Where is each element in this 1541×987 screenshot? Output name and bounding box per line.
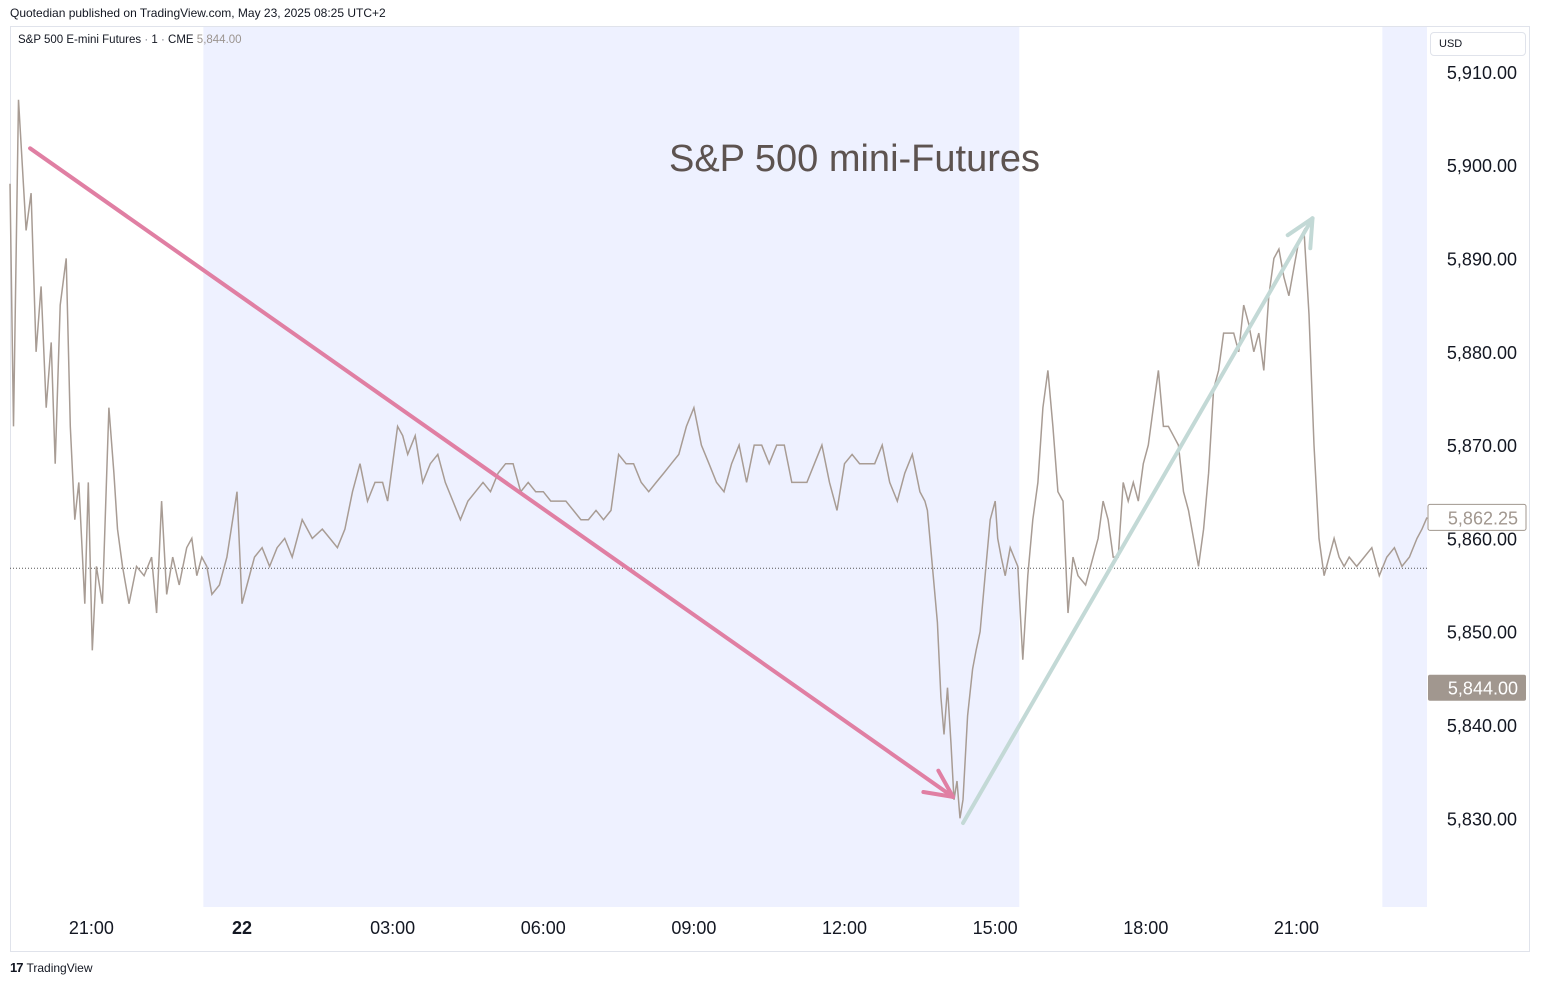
last-price-value: 5,844.00: [196, 34, 242, 46]
svg-text:5,862.25: 5,862.25: [1448, 508, 1518, 528]
current-price-label: 5,862.25: [1427, 503, 1527, 531]
y-tick-label: 5,860.00: [1447, 529, 1517, 549]
time-axis: 21:00 22 03:00 06:00 09:00 12:00 15:00 18:00 21:…: [69, 918, 1319, 938]
x-tick-label: 09:00: [671, 918, 716, 938]
y-tick-label: 5,830.00: [1447, 809, 1517, 829]
price-axis: 5,830.00 5,840.00 5,850.00 5,860.00 5,870.00…: [1447, 63, 1517, 830]
chart-frame: [10, 26, 1530, 952]
x-tick-label: 03:00: [370, 918, 415, 938]
last-price-label: 5,844.00: [1428, 674, 1526, 701]
price-series-line: [9, 99, 1428, 819]
up-trend-arrow[interactable]: [961, 216, 1315, 826]
session-band-1: [1382, 27, 1427, 907]
x-tick-label: 22: [232, 918, 252, 938]
x-tick-label: 15:00: [973, 918, 1018, 938]
brand-name: TradingView: [26, 960, 93, 975]
symbol-legend[interactable]: S&P 500 E-mini Futures · 1 · CME 5,844.0…: [18, 34, 242, 46]
symbol-name: S&P 500 E-mini Futures: [18, 34, 142, 46]
tradingview-logo-icon: 17: [10, 960, 24, 975]
y-tick-label: 5,890.00: [1447, 249, 1517, 269]
y-tick-label: 5,900.00: [1447, 156, 1517, 176]
price-labels: 5,862.25 5,844.00: [1427, 503, 1527, 701]
y-tick-label: 5,880.00: [1447, 343, 1517, 363]
x-tick-label: 18:00: [1123, 918, 1168, 938]
x-tick-label: 12:00: [822, 918, 867, 938]
trend-arrows: [28, 146, 1315, 826]
y-tick-label: 5,870.00: [1447, 436, 1517, 456]
footer-brand[interactable]: 17 TradingView: [10, 960, 93, 975]
y-tick-label: 5,840.00: [1447, 716, 1517, 736]
y-tick-label: 5,850.00: [1447, 623, 1517, 643]
svg-text:5,844.00: 5,844.00: [1448, 679, 1518, 699]
down-trend-arrow[interactable]: [28, 146, 955, 799]
session-band-0: [203, 27, 1020, 907]
currency-selector[interactable]: USD: [1430, 32, 1526, 56]
y-tick-label: 5,910.00: [1447, 63, 1517, 83]
x-tick-label: 21:00: [1274, 918, 1319, 938]
chart-title: S&P 500 mini-Futures: [669, 138, 1040, 180]
session-shading: [203, 27, 1427, 907]
interval-label: 1: [151, 34, 158, 46]
x-tick-label: 21:00: [69, 918, 114, 938]
exchange-label: CME: [168, 34, 194, 46]
x-tick-label: 06:00: [521, 918, 566, 938]
publish-info: Quotedian published on TradingView.com, …: [10, 6, 386, 20]
